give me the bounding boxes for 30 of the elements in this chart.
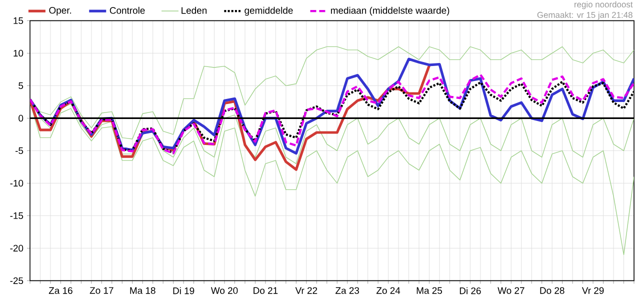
y-tick-label: -10 [10, 180, 24, 187]
legend-label: Leden [182, 6, 207, 14]
y-tick-label: -25 [10, 277, 24, 284]
x-tick-label: Ma 18 [130, 287, 156, 294]
y-tick-label: -20 [10, 244, 24, 252]
x-tick-label: Zo 24 [376, 287, 400, 294]
y-tick-label: -15 [10, 212, 24, 220]
x-tick-label: Wo 20 [210, 287, 238, 294]
legend-label: mediaan (middelste waarde) [330, 6, 450, 16]
y-tick-label: 10 [14, 50, 24, 57]
x-tick-label: Ma 25 [416, 287, 442, 294]
x-tick-label: Di 26 [460, 287, 481, 294]
text: Gemaakt: vr 15 jan 21:48 [537, 12, 632, 20]
y-tick-label: 0 [18, 114, 24, 122]
legend-label: Oper. [49, 6, 72, 16]
x-tick-label: Wo 27 [498, 287, 524, 294]
y-tick-label: 15 [14, 17, 24, 24]
x-tick-label: Vr 29 [582, 287, 604, 294]
legend-label: Controle [110, 6, 145, 14]
legend-label: gemiddelde [244, 6, 293, 16]
x-tick-label: Di 19 [173, 287, 194, 294]
x-tick-label: Zo 17 [90, 287, 114, 294]
x-tick-label: Vr 22 [295, 287, 318, 294]
x-tick-label: Do 28 [540, 287, 564, 294]
x-tick-label: Za 16 [48, 287, 72, 294]
x-tick-label: Do 21 [254, 287, 278, 294]
text: regio noordoost [574, 1, 633, 10]
x-tick-label: Za 23 [336, 287, 360, 294]
y-tick-label: 5 [18, 82, 24, 89]
y-tick-label: -5 [15, 147, 24, 154]
